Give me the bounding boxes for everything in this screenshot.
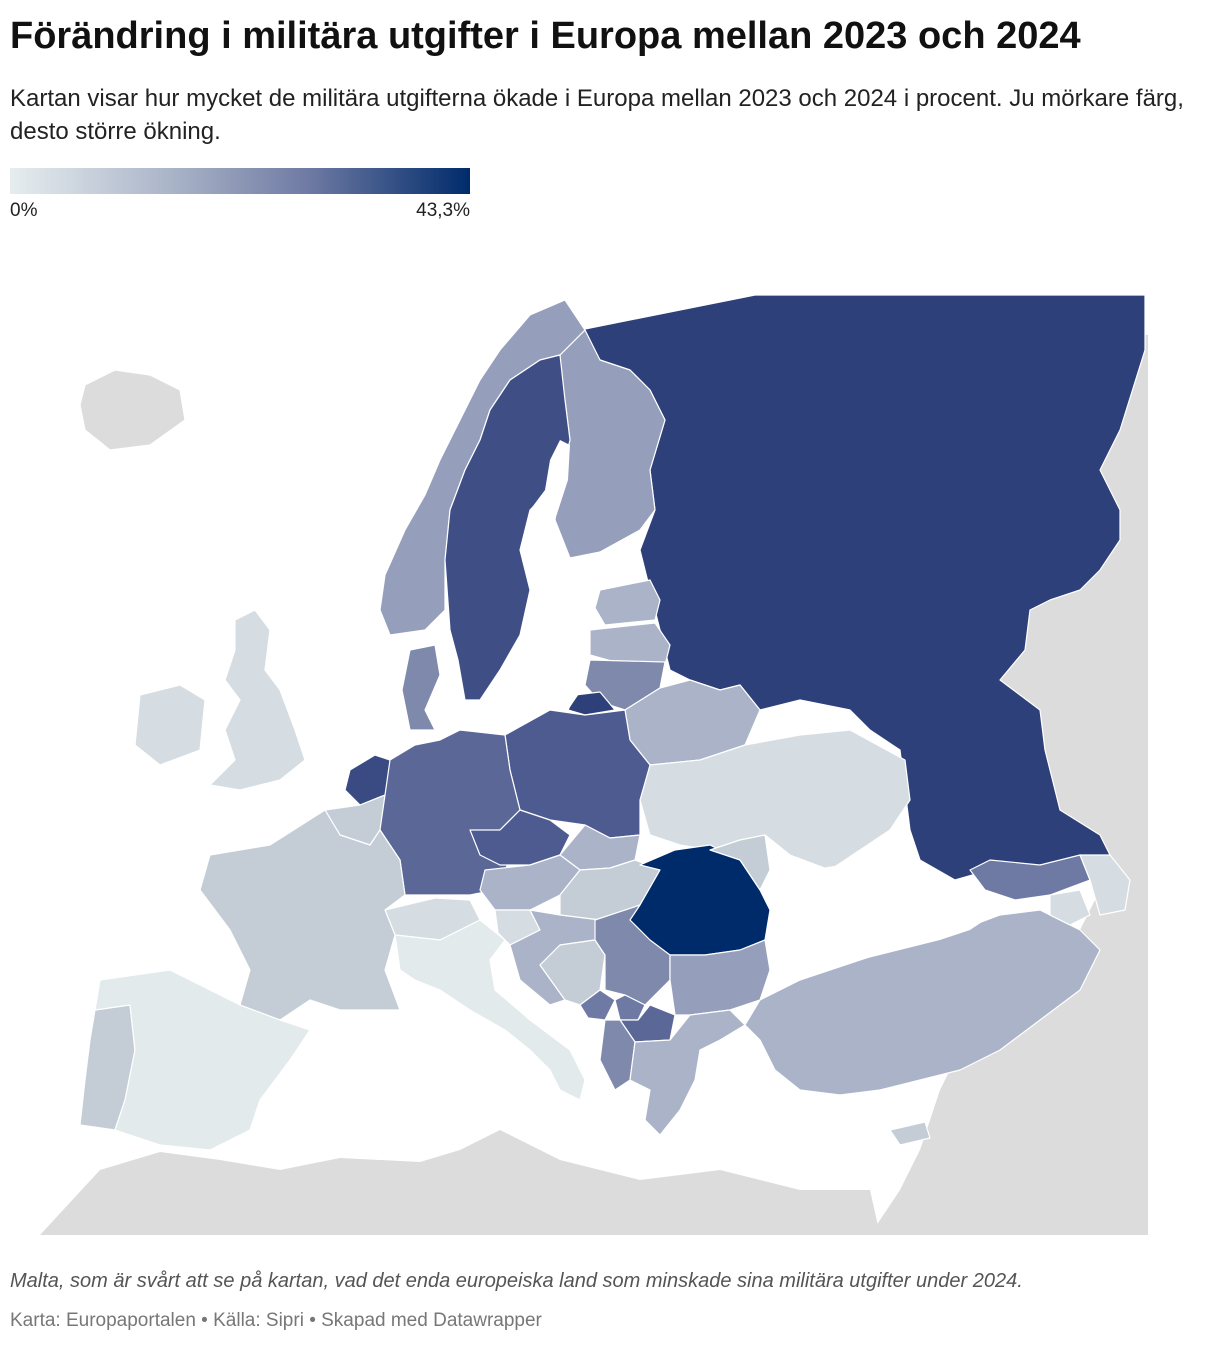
region-russia bbox=[579, 294, 1146, 881]
chart-title: Förändring i militära utgifter i Europa … bbox=[10, 15, 1081, 57]
region-armenia bbox=[1049, 889, 1091, 926]
baltic-sea bbox=[495, 440, 600, 720]
region-spain bbox=[94, 969, 311, 1151]
legend-min-label: 0% bbox=[10, 200, 38, 221]
region-ukraine bbox=[639, 729, 911, 871]
region-sweden bbox=[444, 354, 571, 701]
region-montenegro bbox=[579, 989, 616, 1021]
chart-subtitle: Kartan visar hur mycket de militära utgi… bbox=[10, 85, 1184, 145]
region-uk bbox=[209, 609, 306, 791]
region-estonia bbox=[594, 579, 661, 626]
region-moldova bbox=[709, 834, 771, 891]
source-footer: Karta: Europaportalen • Källa: Sipri • S… bbox=[10, 1310, 542, 1331]
region-france bbox=[199, 809, 406, 1021]
color-legend: 0% 43,3% bbox=[10, 168, 470, 224]
legend-max-label: 43,3% bbox=[416, 200, 470, 221]
region-latvia bbox=[589, 622, 671, 666]
region-czechia bbox=[469, 809, 571, 866]
map-svg bbox=[40, 294, 1148, 1235]
region-iceland bbox=[79, 369, 186, 451]
no-data-land-africa bbox=[40, 1130, 880, 1235]
map-note: Malta, som är svårt att se på kartan, va… bbox=[10, 1270, 1023, 1292]
region-kosovo bbox=[614, 994, 646, 1021]
region-azerbaijan bbox=[1079, 854, 1131, 916]
europe-map bbox=[40, 290, 1152, 1235]
region-greece bbox=[629, 1009, 746, 1136]
region-cyprus bbox=[889, 1121, 931, 1146]
legend-gradient-bar bbox=[10, 168, 470, 194]
region-ireland bbox=[134, 684, 206, 766]
black-sea bbox=[770, 865, 1000, 980]
region-denmark bbox=[401, 644, 441, 731]
no-data-land-east bbox=[870, 330, 1148, 1235]
